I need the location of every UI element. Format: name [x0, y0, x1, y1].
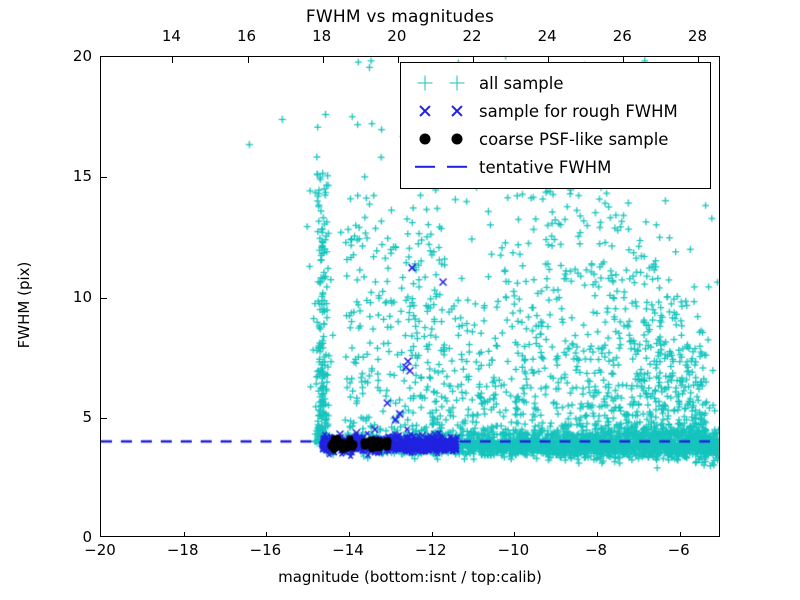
tick-mark — [101, 417, 107, 419]
tick-mark — [679, 532, 681, 536]
legend-marker-dot — [409, 125, 475, 153]
y-tick-label: 0 — [82, 528, 92, 546]
x-tick-label-top: 24 — [537, 27, 557, 45]
tick-mark — [266, 532, 268, 536]
x-tick-label-bottom: −14 — [332, 541, 364, 559]
tick-mark — [183, 532, 185, 536]
x-tick-label-bottom: −20 — [84, 541, 116, 559]
x-tick-label-top: 28 — [687, 27, 707, 45]
tick-mark — [247, 57, 249, 63]
y-tick-label: 5 — [82, 407, 92, 426]
x-tick-label-top: 14 — [161, 27, 181, 45]
tick-mark — [101, 297, 107, 299]
tick-mark — [623, 57, 625, 63]
x-tick-label-bottom: −8 — [584, 541, 608, 559]
legend-label: tentative FWHM — [479, 157, 612, 177]
tick-mark — [397, 57, 399, 63]
tick-mark — [101, 177, 107, 179]
x-tick-label-bottom: −10 — [497, 541, 530, 559]
legend-label: sample for rough FWHM — [479, 101, 678, 121]
x-tick-label-bottom: −16 — [249, 541, 282, 559]
legend-item[interactable]: tentative FWHM — [409, 153, 700, 181]
y-tick-label: 10 — [72, 287, 92, 306]
y-axis-label: FWHM (pix) — [15, 261, 33, 349]
tick-mark — [349, 532, 350, 536]
tick-mark — [431, 532, 433, 536]
tick-mark — [172, 57, 174, 63]
legend-marker-cross — [409, 97, 475, 125]
legend-item[interactable]: coarse PSF-like sample — [409, 125, 700, 153]
x-axis-label: magnitude (bottom:isnt / top:calib) — [278, 568, 542, 586]
x-tick-label-top: 16 — [236, 27, 257, 45]
legend-label: coarse PSF-like sample — [479, 129, 669, 149]
tick-mark — [698, 57, 700, 63]
legend-item[interactable]: sample for rough FWHM — [409, 97, 700, 125]
legend-label: all sample — [479, 73, 564, 93]
tick-mark — [548, 57, 550, 63]
x-tick-label-top: 22 — [462, 27, 482, 45]
chart-title: FWHM vs magnitudes — [305, 7, 495, 27]
legend-marker-dashed-line — [409, 153, 475, 181]
y-tick-label: 20 — [72, 47, 92, 65]
x-tick-label-bottom: −12 — [414, 541, 447, 559]
x-tick-label-top: 20 — [387, 27, 407, 45]
y-tick-label: 15 — [72, 167, 92, 186]
legend-marker-plus — [409, 69, 475, 97]
x-tick-label-bottom: −6 — [667, 541, 690, 559]
x-tick-label-top: 26 — [612, 27, 632, 45]
tick-mark — [514, 532, 516, 536]
tick-mark — [597, 532, 598, 536]
tick-mark — [473, 57, 474, 63]
legend-item[interactable]: all sample — [409, 69, 700, 97]
legend: all sample sample for rough FWHM coarse PS… — [400, 62, 711, 189]
tick-mark — [322, 57, 324, 63]
x-tick-label-top: 18 — [312, 27, 332, 45]
x-tick-label-bottom: −18 — [166, 541, 199, 559]
